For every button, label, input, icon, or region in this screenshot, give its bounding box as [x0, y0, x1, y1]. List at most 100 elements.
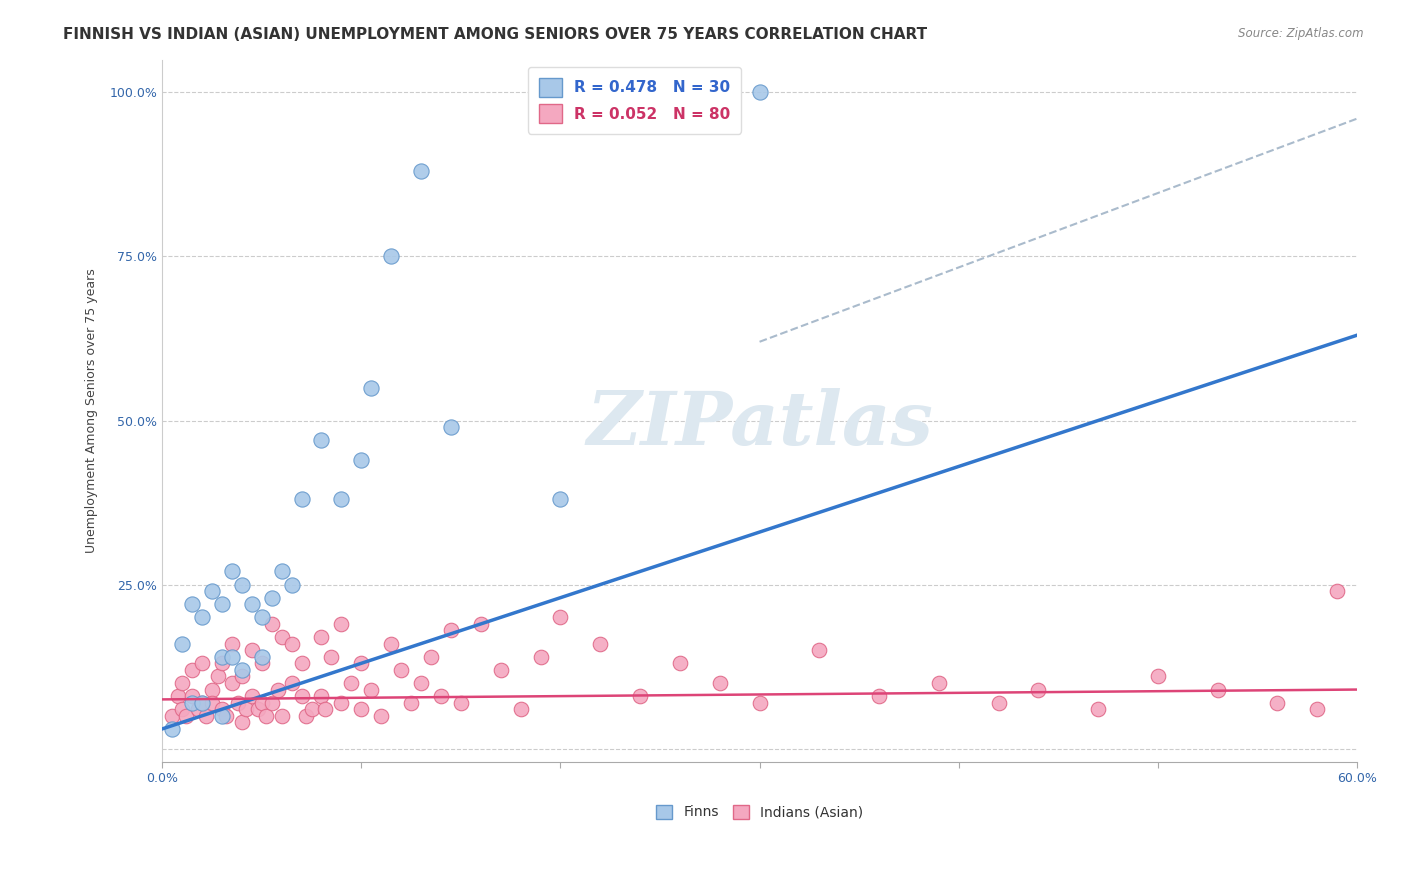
Text: FINNISH VS INDIAN (ASIAN) UNEMPLOYMENT AMONG SENIORS OVER 75 YEARS CORRELATION C: FINNISH VS INDIAN (ASIAN) UNEMPLOYMENT A…: [63, 27, 928, 42]
Point: [748, 696, 770, 710]
Point: [201, 584, 224, 599]
Point: [160, 708, 183, 723]
Point: [1028, 682, 1050, 697]
Point: [270, 630, 292, 644]
Point: [250, 657, 273, 671]
Point: [868, 689, 890, 703]
Point: [360, 682, 382, 697]
Point: [211, 657, 233, 671]
Point: [589, 637, 612, 651]
Legend: Finns, Indians (Asian): Finns, Indians (Asian): [650, 799, 869, 825]
Point: [240, 597, 263, 611]
Point: [211, 597, 233, 611]
Point: [235, 702, 257, 716]
Point: [211, 702, 233, 716]
Point: [194, 708, 217, 723]
Point: [1265, 696, 1288, 710]
Point: [290, 657, 312, 671]
Point: [987, 696, 1010, 710]
Point: [250, 610, 273, 624]
Point: [380, 637, 402, 651]
Point: [350, 702, 373, 716]
Point: [167, 689, 190, 703]
Point: [170, 702, 193, 716]
Point: [280, 637, 302, 651]
Point: [550, 610, 572, 624]
Point: [311, 433, 333, 447]
Point: [529, 649, 551, 664]
Point: [409, 164, 432, 178]
Point: [231, 715, 253, 730]
Point: [215, 708, 238, 723]
Point: [187, 702, 209, 716]
Point: [211, 649, 233, 664]
Point: [260, 616, 283, 631]
Point: [160, 722, 183, 736]
Text: ZIPatlas: ZIPatlas: [586, 388, 934, 461]
Point: [250, 696, 273, 710]
Point: [360, 381, 382, 395]
Point: [170, 637, 193, 651]
Point: [221, 565, 243, 579]
Y-axis label: Unemployment Among Seniors over 75 years: Unemployment Among Seniors over 75 years: [86, 268, 98, 553]
Point: [294, 708, 316, 723]
Point: [290, 492, 312, 507]
Point: [509, 702, 531, 716]
Point: [389, 663, 412, 677]
Point: [321, 649, 343, 664]
Point: [181, 663, 204, 677]
Point: [290, 689, 312, 703]
Point: [380, 250, 402, 264]
Point: [181, 597, 204, 611]
Point: [181, 696, 204, 710]
Point: [201, 682, 224, 697]
Point: [170, 676, 193, 690]
Point: [280, 577, 302, 591]
Point: [669, 657, 692, 671]
Point: [340, 676, 363, 690]
Point: [221, 637, 243, 651]
Point: [266, 682, 288, 697]
Point: [280, 676, 302, 690]
Point: [231, 669, 253, 683]
Point: [221, 649, 243, 664]
Point: [330, 492, 353, 507]
Point: [174, 708, 197, 723]
Point: [350, 453, 373, 467]
Point: [440, 624, 463, 638]
Text: Source: ZipAtlas.com: Source: ZipAtlas.com: [1239, 27, 1364, 40]
Point: [330, 616, 353, 631]
Point: [246, 702, 269, 716]
Point: [301, 702, 323, 716]
Point: [311, 630, 333, 644]
Point: [1087, 702, 1109, 716]
Point: [226, 696, 249, 710]
Point: [270, 565, 292, 579]
Point: [191, 696, 214, 710]
Point: [270, 708, 292, 723]
Point: [191, 657, 214, 671]
Point: [399, 696, 422, 710]
Point: [1206, 682, 1229, 697]
Point: [430, 689, 453, 703]
Point: [260, 591, 283, 605]
Point: [709, 676, 731, 690]
Point: [748, 86, 770, 100]
Point: [211, 708, 233, 723]
Point: [240, 643, 263, 657]
Point: [470, 616, 492, 631]
Point: [254, 708, 277, 723]
Point: [628, 689, 651, 703]
Point: [450, 696, 472, 710]
Point: [550, 492, 572, 507]
Point: [1147, 669, 1170, 683]
Point: [420, 649, 443, 664]
Point: [928, 676, 950, 690]
Point: [489, 663, 512, 677]
Point: [370, 708, 392, 723]
Point: [191, 696, 214, 710]
Point: [409, 676, 432, 690]
Point: [311, 689, 333, 703]
Point: [181, 689, 204, 703]
Point: [330, 696, 353, 710]
